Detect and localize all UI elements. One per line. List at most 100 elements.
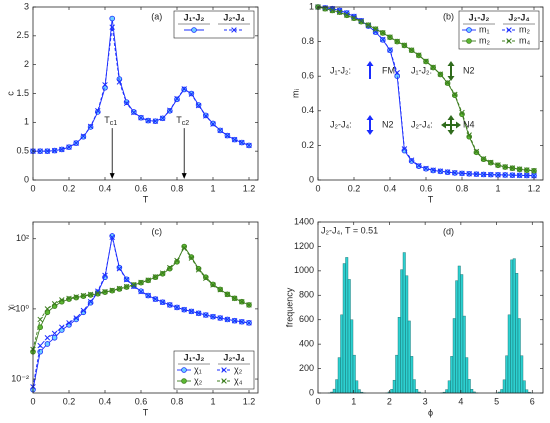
marker: [131, 281, 137, 288]
marker: [416, 162, 422, 169]
x-tick-label: 5: [494, 396, 499, 406]
marker-stroke: [466, 171, 472, 177]
marker-stroke: [95, 290, 101, 296]
y-tick-label: 10⁰: [15, 303, 29, 313]
y-tick-label: 0: [309, 387, 314, 397]
marker: [152, 118, 159, 124]
marker: [473, 171, 480, 177]
y-tick-label: 600: [299, 314, 314, 324]
marker: [246, 142, 252, 149]
marker-stroke: [351, 13, 357, 20]
marker-stroke: [444, 169, 451, 175]
marker-stroke: [138, 279, 144, 286]
marker: [174, 257, 180, 264]
marker-stroke: [131, 109, 137, 116]
marker: [44, 335, 51, 341]
marker: [217, 127, 223, 134]
marker: [167, 302, 173, 308]
marker-stroke: [430, 64, 436, 70]
histogram-bar: [452, 318, 456, 394]
marker-stroke: [73, 294, 79, 300]
marker: [380, 36, 386, 43]
legend-header: J₂-J₄: [223, 12, 244, 22]
marker-stroke: [116, 265, 123, 272]
marker: [203, 274, 209, 281]
marker: [459, 170, 465, 177]
marker-stroke: [239, 318, 245, 325]
marker-stroke: [102, 288, 108, 295]
marker: [116, 79, 123, 85]
marker-stroke: [123, 283, 130, 290]
marker: [408, 157, 415, 163]
marker-stroke: [466, 132, 472, 138]
marker-stroke: [246, 302, 252, 308]
marker-stroke: [358, 18, 364, 25]
marker: [217, 315, 223, 321]
marker-stroke: [87, 298, 94, 305]
marker: [231, 317, 238, 324]
legend-box: [173, 10, 255, 39]
marker-stroke: [87, 123, 94, 130]
y-tick-label: 10²: [16, 233, 29, 243]
marker-stroke: [145, 117, 151, 124]
marker: [423, 165, 429, 172]
marker: [329, 7, 336, 14]
marker: [224, 316, 231, 323]
marker-stroke: [174, 95, 180, 102]
histogram-bar: [340, 314, 344, 394]
state-name: N2: [463, 65, 475, 75]
marker-stroke: [506, 27, 512, 33]
marker-stroke: [423, 58, 429, 64]
marker: [502, 164, 508, 170]
marker: [181, 306, 187, 313]
marker: [80, 307, 87, 314]
state-label: J₁-J₂:: [411, 65, 432, 75]
x-tick-label: 1: [351, 396, 356, 406]
marker-stroke: [138, 288, 144, 295]
marker: [387, 47, 393, 53]
marker: [181, 243, 188, 250]
marker-stroke: [145, 277, 151, 283]
marker-stroke: [203, 312, 209, 318]
x-tick-label: 4: [458, 396, 463, 406]
x-axis-label: ϕ: [428, 407, 433, 417]
marker-stroke: [123, 100, 130, 107]
histogram-bar: [507, 314, 511, 394]
marker: [102, 82, 108, 88]
legend-header: J₁-J₂: [184, 352, 205, 362]
marker-stroke: [109, 24, 115, 30]
marker-stroke: [444, 79, 451, 86]
marker: [188, 91, 195, 97]
marker: [80, 133, 87, 139]
marker: [495, 162, 501, 168]
x-tick-label: 6: [530, 396, 535, 406]
marker-stroke: [239, 139, 245, 146]
marker-stroke: [358, 17, 364, 24]
y-tick-label: 1: [24, 117, 29, 127]
x-tick-label: 1.2: [243, 396, 256, 406]
marker: [37, 324, 43, 331]
y-tick-label: 1000: [294, 265, 314, 275]
marker: [51, 301, 58, 307]
state-name: N4: [463, 119, 475, 129]
marker-stroke: [188, 91, 195, 97]
marker-stroke: [246, 142, 252, 149]
annotation: Tc2: [176, 116, 189, 127]
marker-stroke: [66, 320, 72, 326]
marker: [87, 291, 94, 298]
marker-stroke: [516, 166, 523, 172]
histogram-bar: [505, 355, 509, 394]
histogram-bar: [390, 389, 394, 394]
marker-stroke: [188, 308, 195, 315]
legend-label: m₂: [519, 24, 530, 34]
marker: [506, 38, 512, 44]
marker: [102, 272, 108, 279]
marker-stroke: [80, 133, 87, 139]
marker: [145, 292, 151, 299]
marker-stroke: [506, 38, 512, 44]
marker: [351, 13, 357, 20]
marker: [167, 264, 173, 271]
marker: [152, 274, 159, 280]
legend-label: m₂: [479, 35, 490, 45]
marker-stroke: [531, 167, 537, 174]
